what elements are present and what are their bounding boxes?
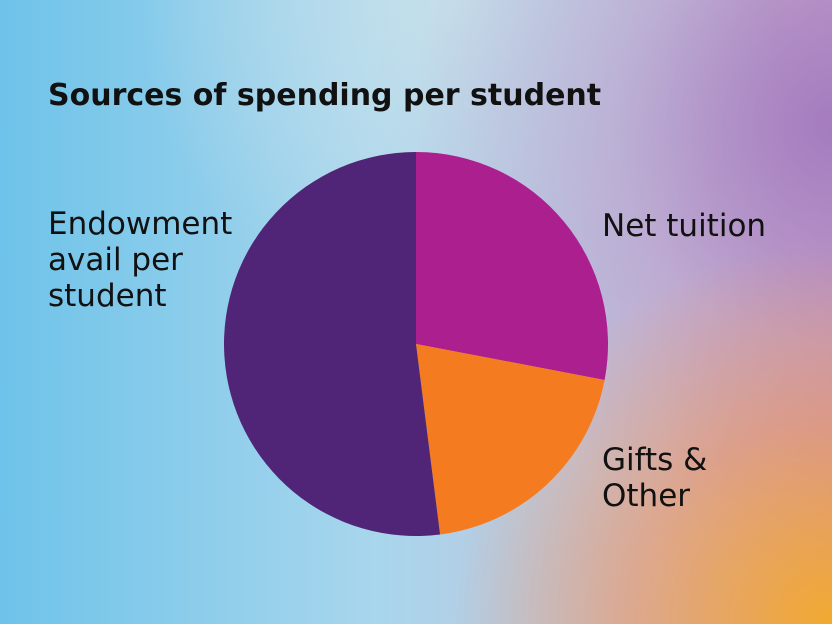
slice-label: Gifts & Other [602, 442, 708, 514]
slice-label: Net tuition [602, 208, 767, 244]
slice-label: Endowment avail per student [48, 206, 233, 314]
pie-slice [416, 152, 609, 380]
pie-slice [224, 152, 441, 536]
chart-title: Sources of spending per student [48, 78, 602, 113]
pie-slice [416, 344, 605, 535]
